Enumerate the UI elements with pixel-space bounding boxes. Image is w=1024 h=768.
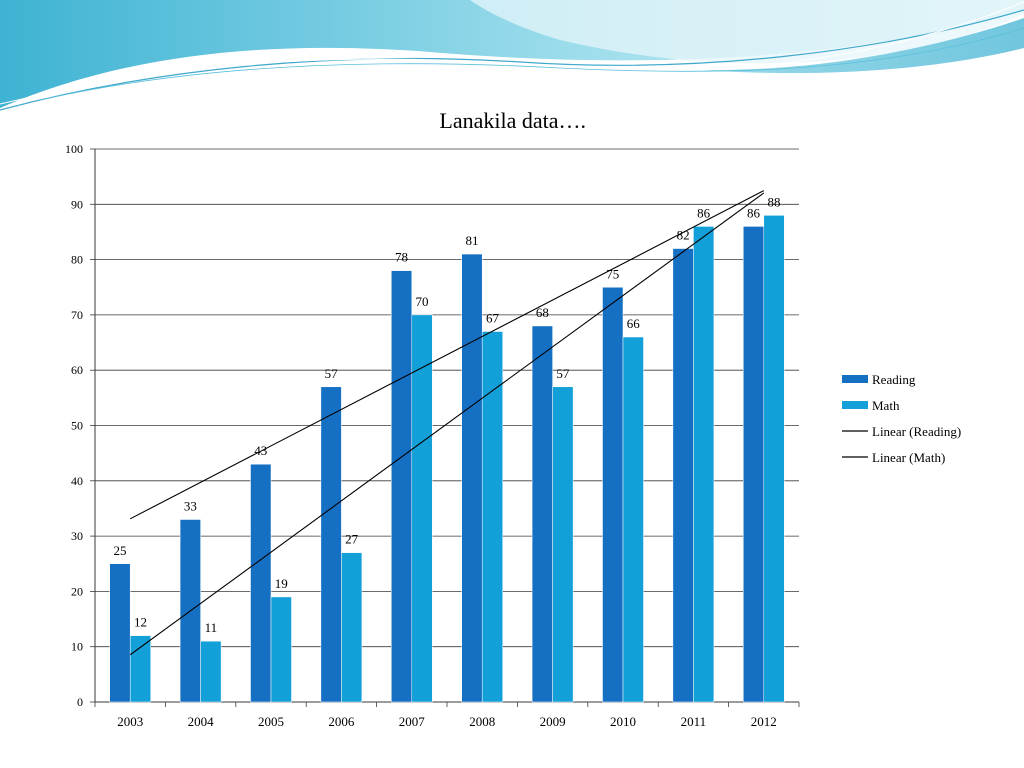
x-tick-label: 2004 bbox=[188, 714, 215, 729]
decorative-wave-header bbox=[0, 0, 1024, 111]
bar-math-2009 bbox=[552, 386, 574, 703]
legend-swatch-math bbox=[842, 401, 868, 409]
y-tick-label: 0 bbox=[77, 695, 83, 709]
y-tick-label: 90 bbox=[71, 197, 83, 211]
y-tick-label: 80 bbox=[71, 253, 83, 267]
x-tick-label: 2011 bbox=[681, 714, 707, 729]
bar-reading-2007 bbox=[391, 270, 413, 703]
bar-math-2006 bbox=[341, 552, 363, 703]
bar-math-2012 bbox=[763, 215, 785, 703]
x-tick-label: 2008 bbox=[469, 714, 495, 729]
bar-reading-2011 bbox=[672, 248, 694, 703]
bar-math-2011 bbox=[693, 226, 715, 703]
x-tick-label: 2007 bbox=[399, 714, 426, 729]
data-label-math: 70 bbox=[416, 294, 429, 309]
data-label-math: 19 bbox=[275, 576, 288, 591]
x-tick-label: 2003 bbox=[117, 714, 143, 729]
data-label-reading: 57 bbox=[325, 366, 339, 381]
bar-math-2004 bbox=[200, 640, 222, 703]
y-tick-label: 50 bbox=[71, 419, 83, 433]
bar-math-2007 bbox=[411, 314, 433, 703]
bar-math-2003 bbox=[129, 635, 151, 703]
bar-reading-2005 bbox=[250, 463, 272, 703]
x-tick-label: 2010 bbox=[610, 714, 636, 729]
y-tick-label: 100 bbox=[65, 142, 83, 156]
bar-reading-2003 bbox=[109, 563, 131, 703]
data-label-math: 57 bbox=[556, 366, 570, 381]
x-tick-label: 2012 bbox=[751, 714, 777, 729]
bar-reading-2010 bbox=[602, 287, 624, 703]
data-label-math: 88 bbox=[768, 194, 781, 209]
bar-reading-2009 bbox=[531, 325, 553, 703]
bar-math-2008 bbox=[481, 331, 503, 703]
y-tick-label: 10 bbox=[71, 640, 83, 654]
bar-reading-2006 bbox=[320, 386, 342, 703]
chart-title: Lanakila data…. bbox=[439, 108, 586, 133]
data-label-math: 27 bbox=[345, 532, 359, 547]
data-label-math: 11 bbox=[205, 620, 218, 635]
y-tick-label: 30 bbox=[71, 529, 83, 543]
legend-label-trendline: Linear (Reading) bbox=[872, 424, 961, 439]
legend-label-trendline: Linear (Math) bbox=[872, 450, 945, 465]
x-tick-label: 2009 bbox=[540, 714, 566, 729]
y-tick-label: 20 bbox=[71, 584, 83, 598]
data-label-math: 67 bbox=[486, 310, 500, 325]
x-tick-label: 2006 bbox=[328, 714, 355, 729]
legend-swatch-reading bbox=[842, 375, 868, 383]
data-label-reading: 86 bbox=[747, 205, 761, 220]
data-label-math: 12 bbox=[134, 615, 147, 630]
data-label-reading: 78 bbox=[395, 250, 408, 265]
bar-math-2005 bbox=[270, 596, 292, 703]
bar-math-2010 bbox=[622, 336, 644, 703]
y-tick-label: 40 bbox=[71, 474, 83, 488]
trendline-math bbox=[129, 192, 765, 656]
data-label-reading: 81 bbox=[465, 233, 478, 248]
data-label-reading: 68 bbox=[536, 305, 549, 320]
trendline-reading bbox=[129, 190, 765, 520]
bar-reading-2012 bbox=[743, 226, 765, 703]
y-tick-label: 60 bbox=[71, 363, 83, 377]
data-label-math: 66 bbox=[627, 316, 641, 331]
legend-label-reading: Reading bbox=[872, 372, 916, 387]
data-label-reading: 25 bbox=[113, 543, 126, 558]
data-label-math: 86 bbox=[697, 205, 711, 220]
bar-reading-2008 bbox=[461, 253, 483, 703]
x-tick-label: 2005 bbox=[258, 714, 284, 729]
y-tick-label: 70 bbox=[71, 308, 83, 322]
data-label-reading: 33 bbox=[184, 499, 197, 514]
legend-label-math: Math bbox=[872, 398, 900, 413]
